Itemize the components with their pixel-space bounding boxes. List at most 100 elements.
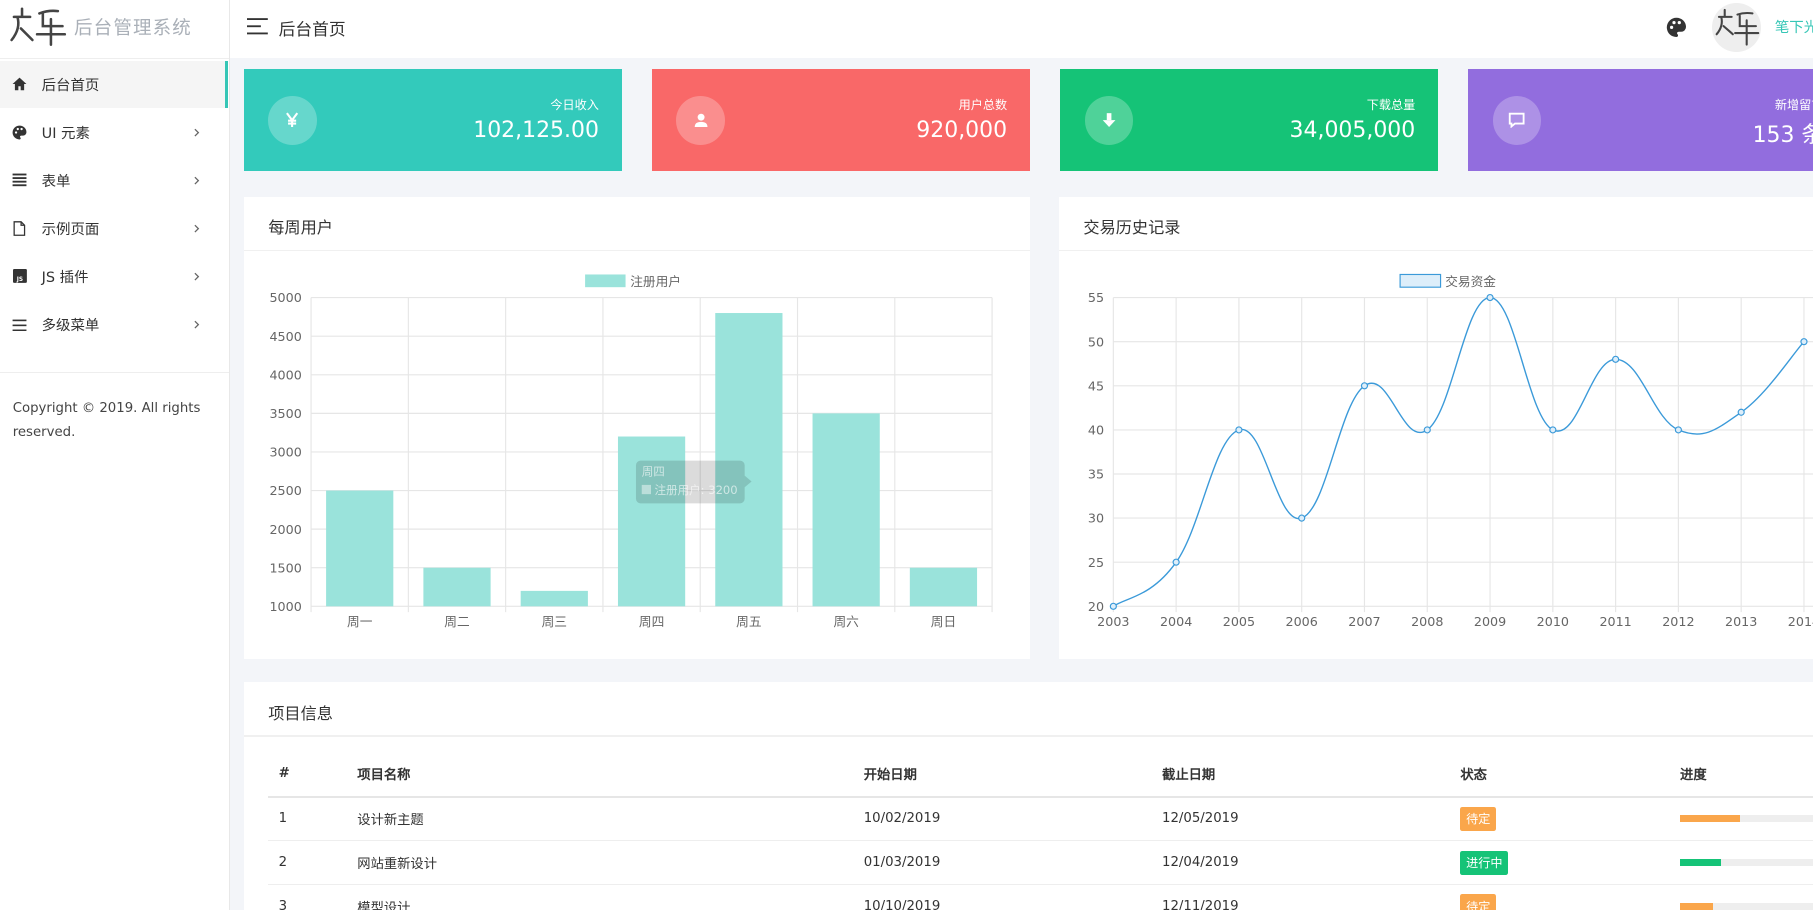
sidebar-item-label: 后台首页 — [41, 77, 100, 94]
chevron-right-icon — [194, 129, 200, 137]
cell-name: 设计新主题 — [356, 796, 863, 842]
stat-card-messages: 新增留言 153 条 — [1468, 69, 1813, 172]
stat-value: 102,125.00 — [473, 117, 599, 143]
y-tick-label: 1000 — [269, 599, 301, 614]
x-tick-label: 2013 — [1725, 614, 1757, 629]
status-badge: 进行中 — [1460, 850, 1509, 875]
y-tick-label: 30 — [1088, 510, 1104, 525]
bar — [326, 490, 394, 606]
x-tick-label: 周二 — [444, 614, 469, 629]
x-tick-label: 周四 — [639, 614, 664, 629]
brand[interactable]: 后台管理系统 — [0, 0, 229, 59]
brand-title: 后台管理系统 — [74, 17, 192, 39]
stat-label: 下载总量 — [1366, 97, 1416, 112]
chevron-right-icon — [194, 225, 200, 233]
js-icon: JS — [12, 268, 28, 284]
x-tick-label: 2010 — [1537, 614, 1569, 629]
logo-mark — [10, 7, 67, 47]
data-point — [1800, 337, 1808, 345]
sidebar-item-js-plugins[interactable]: JS JS 插件 — [0, 253, 229, 299]
stat-label: 用户总数 — [958, 97, 1008, 112]
sidebar: 后台管理系统 后台首页 UI 元素 表单 示例页面 — [0, 0, 230, 910]
table-row[interactable]: 2 网站重新设计 01/03/2019 12/04/2019 进行中 — [268, 840, 1813, 886]
sidebar-item-home[interactable]: 后台首页 — [0, 61, 229, 108]
topbar: 后台首页 笔下光年 — [230, 0, 1813, 58]
bar — [520, 590, 588, 606]
cell-progress — [1678, 884, 1813, 910]
progress-bar — [1680, 815, 1813, 823]
stat-label: 今日收入 — [550, 97, 599, 112]
tooltip-text: 注册用户: 3200 — [654, 483, 737, 497]
cell-end-date: 12/05/2019 — [1160, 796, 1460, 842]
cell-id: 2 — [268, 840, 357, 886]
data-point — [1486, 293, 1494, 301]
home-icon — [12, 76, 28, 92]
data-point — [1612, 355, 1620, 363]
project-info-panel: 项目信息 # 项目名称 开始日期 截止日期 状态 进度 1 设计新主题 10/0… — [243, 682, 1813, 910]
user-icon — [676, 95, 725, 145]
x-tick-label: 周三 — [542, 614, 567, 629]
sidebar-item-example-pages[interactable]: 示例页面 — [0, 206, 229, 252]
status-badge: 待定 — [1460, 894, 1497, 910]
y-tick-label: 55 — [1088, 290, 1104, 305]
cell-progress — [1678, 796, 1813, 842]
cell-start-date: 10/02/2019 — [862, 796, 1161, 842]
stat-card-revenue: 今日收入 102,125.00 — [243, 69, 623, 172]
x-tick-label: 周六 — [833, 614, 859, 629]
panel-divider — [243, 735, 1813, 737]
cell-id: 3 — [268, 884, 357, 910]
cell-progress — [1678, 840, 1813, 886]
legend-label: 注册用户 — [630, 274, 681, 289]
transaction-history-panel: 交易历史记录 20 25 30 35 40 45 50 55 2003 2004 2005 2006 2… — [1059, 196, 1813, 660]
y-tick-label: 20 — [1088, 599, 1104, 614]
data-point — [1109, 602, 1118, 610]
sidebar-item-forms[interactable]: 表单 — [0, 157, 229, 203]
tooltip-swatch — [641, 484, 651, 494]
panel-title: 项目信息 — [268, 703, 333, 723]
project-table: # 项目名称 开始日期 截止日期 状态 进度 1 设计新主题 10/02/201… — [268, 751, 1813, 910]
y-tick-label: 4500 — [269, 328, 301, 343]
column-header: 项目名称 — [356, 751, 863, 798]
hamburger-menu-icon[interactable] — [247, 17, 269, 36]
cell-end-date: 12/04/2019 — [1160, 840, 1460, 886]
table-row[interactable]: 3 模型设计 10/10/2019 12/11/2019 待定 — [268, 884, 1813, 910]
stat-value: 34,005,000 — [1289, 117, 1416, 143]
tooltip-box — [635, 460, 745, 503]
bar — [617, 436, 686, 606]
column-header: # — [268, 751, 357, 798]
y-tick-label: 40 — [1088, 422, 1104, 437]
weekly-users-chart: 1000 1500 2000 2500 3000 3500 4000 4500 5000 周一 周二… — [269, 274, 993, 629]
bar — [812, 412, 880, 606]
svg-text:JS: JS — [16, 278, 23, 284]
sidebar-item-label: 表单 — [41, 173, 71, 190]
x-tick-label: 2005 — [1223, 614, 1255, 629]
theme-palette-icon[interactable] — [1666, 17, 1687, 38]
panel-title: 每周用户 — [268, 217, 333, 237]
x-tick-label: 2011 — [1600, 614, 1632, 629]
palette-icon — [12, 125, 28, 141]
username[interactable]: 笔下光年 — [1774, 20, 1813, 37]
file-icon — [12, 221, 28, 237]
legend-swatch — [1399, 273, 1442, 288]
x-tick-label: 2004 — [1160, 614, 1192, 629]
y-tick-label: 3500 — [269, 406, 301, 421]
stat-value: 920,000 — [916, 117, 1008, 143]
sidebar-item-label: UI 元素 — [41, 126, 90, 143]
cell-status: 待定 — [1459, 796, 1679, 842]
sidebar-item-multilevel-menu[interactable]: 多级菜单 — [0, 302, 229, 348]
sidebar-item-label: 示例页面 — [41, 222, 100, 239]
cell-end-date: 12/11/2019 — [1160, 884, 1460, 910]
cell-start-date: 01/03/2019 — [862, 840, 1161, 886]
table-row[interactable]: 1 设计新主题 10/02/2019 12/05/2019 待定 — [268, 796, 1813, 842]
panel-divider — [243, 249, 1031, 251]
weekly-users-panel: 每周用户 1000 1500 2000 2500 3000 3500 4000 4500 500… — [243, 196, 1031, 660]
y-tick-label: 35 — [1088, 466, 1104, 481]
sidebar-item-ui-elements[interactable]: UI 元素 — [0, 110, 229, 156]
progress-fill — [1680, 815, 1741, 823]
y-tick-label: 2000 — [269, 521, 301, 536]
column-header: 进度 — [1678, 751, 1813, 798]
sidebar-item-label: JS 插件 — [41, 269, 89, 286]
y-tick-label: 4000 — [269, 367, 301, 382]
data-point — [1674, 425, 1683, 434]
avatar[interactable] — [1712, 3, 1761, 53]
